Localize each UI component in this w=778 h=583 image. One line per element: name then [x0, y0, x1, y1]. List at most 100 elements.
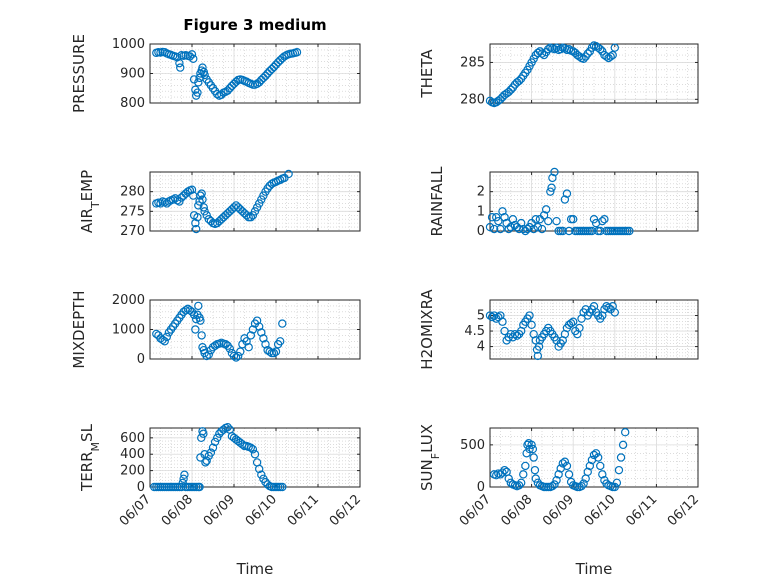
- data-point: [199, 203, 208, 212]
- data-point: [199, 429, 208, 438]
- data-point: [223, 422, 232, 432]
- data-point: [533, 222, 543, 232]
- subplot-1: 800 900 1000 PRESSURE Figure 3 medium: [70, 16, 361, 113]
- data-point: [618, 440, 628, 450]
- data-point: [569, 317, 578, 326]
- data-point: [498, 317, 507, 326]
- y-tick-label: 1: [477, 204, 485, 219]
- data-point: [219, 425, 228, 434]
- data-point: [252, 203, 262, 212]
- data-point: [485, 96, 495, 105]
- data-point: [560, 195, 570, 204]
- data-point: [589, 450, 599, 460]
- data-point: [252, 316, 262, 325]
- data-point: [191, 325, 200, 334]
- data-point: [527, 320, 536, 330]
- x-axis-label: Time: [236, 560, 274, 578]
- data-point: [550, 44, 559, 54]
- data-point: [284, 169, 293, 179]
- data-point: [548, 173, 557, 183]
- data-point: [255, 322, 264, 331]
- data-point: [548, 481, 557, 491]
- data-point: [525, 222, 534, 232]
- x-tick-label: 06/08: [159, 492, 196, 529]
- y-tick-label: 0: [477, 224, 485, 239]
- data-point: [242, 337, 251, 346]
- x-tick-label: 06/11: [623, 492, 660, 529]
- data-point: [292, 48, 302, 57]
- data-point: [487, 312, 497, 322]
- data-point: [616, 453, 626, 462]
- data-point: [562, 189, 572, 198]
- data-point: [242, 211, 251, 220]
- data-point: [602, 479, 611, 488]
- data-point: [255, 199, 264, 208]
- y-axis-label: SUNFLUX: [418, 424, 442, 491]
- data-point: [583, 467, 592, 477]
- data-point: [587, 43, 597, 52]
- data-point: [583, 49, 592, 58]
- data-point: [529, 224, 538, 234]
- data-point: [257, 195, 266, 204]
- data-point: [206, 448, 216, 457]
- data-point: [248, 211, 258, 220]
- data-point: [269, 348, 279, 358]
- data-point: [577, 481, 586, 491]
- data-point: [533, 351, 543, 361]
- data-point: [195, 482, 204, 492]
- data-point: [529, 453, 538, 462]
- data-point: [204, 350, 213, 359]
- subplot-2: 280 285 THETA: [418, 41, 699, 107]
- data-point: [221, 340, 230, 349]
- data-point: [525, 311, 534, 320]
- x-tick-label: 06/12: [327, 492, 364, 529]
- data-point: [244, 343, 253, 352]
- data-point: [496, 95, 505, 104]
- data-point: [498, 207, 507, 216]
- data-point: [261, 340, 270, 349]
- axes-box: [149, 427, 361, 488]
- data-point: [604, 303, 613, 312]
- data-point: [575, 323, 584, 333]
- data-point: [248, 445, 258, 454]
- data-point: [608, 50, 617, 60]
- y-axis-label: MIXDEPTH: [70, 290, 88, 368]
- data-point: [257, 328, 266, 337]
- data-point: [196, 191, 205, 200]
- data-point: [255, 78, 264, 87]
- data-point: [194, 78, 203, 87]
- data-point: [564, 470, 574, 479]
- data-point: [173, 53, 182, 62]
- data-point: [487, 213, 497, 222]
- data-point: [212, 89, 222, 99]
- subplot-5: 0 1000 2000 MIXDEPTH: [70, 290, 361, 369]
- data-point: [506, 222, 515, 232]
- y-tick-label: 4: [477, 340, 485, 355]
- data-point: [152, 329, 161, 339]
- data-point: [512, 331, 522, 340]
- y-tick-label: 270: [120, 224, 145, 239]
- y-tick-label: 0: [137, 352, 145, 367]
- data-point: [225, 84, 234, 93]
- data-point: [278, 53, 287, 63]
- x-tick-label: 06/09: [540, 492, 577, 529]
- data-point: [179, 307, 188, 316]
- axes-background: [490, 172, 698, 231]
- data-point: [596, 461, 605, 471]
- data-point: [200, 70, 209, 80]
- data-point: [498, 468, 507, 477]
- data-point: [564, 226, 574, 236]
- y-tick-label: 400: [120, 447, 145, 462]
- data-point: [267, 64, 276, 74]
- data-point: [485, 222, 495, 232]
- data-point: [193, 88, 202, 97]
- y-tick-label: 280: [460, 92, 485, 107]
- data-point: [263, 69, 272, 78]
- data-point: [259, 334, 268, 343]
- x-tick-label: 06/07: [117, 492, 154, 529]
- axes-box: [489, 299, 699, 360]
- data-point: [250, 450, 260, 459]
- x-tick-label: 06/10: [243, 492, 280, 529]
- y-tick-label: 0: [477, 480, 485, 495]
